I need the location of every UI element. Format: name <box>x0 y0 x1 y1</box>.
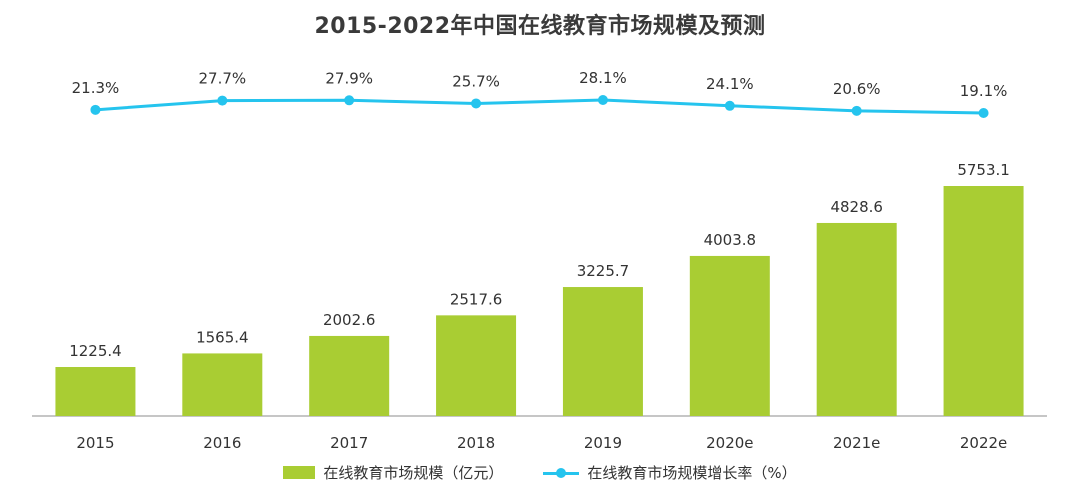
legend-item-bar: 在线教育市场规模（亿元） <box>283 462 503 483</box>
growth-rate-label-2021e: 20.6% <box>833 80 881 98</box>
growth-rate-line <box>95 98 984 115</box>
growth-rate-point-2016 <box>217 95 228 106</box>
bar-2017 <box>309 335 390 416</box>
growth-rate-label-2019: 28.1% <box>579 69 627 87</box>
growth-rate-point-2017 <box>344 95 355 106</box>
growth-rate-point-2019 <box>597 95 608 105</box>
bar-2019 <box>562 287 643 416</box>
bar-value-label-2020e: 4003.8 <box>704 231 757 249</box>
bar-2018 <box>436 315 517 416</box>
growth-rate-point-2021e <box>851 105 862 116</box>
growth-rate-point-2022e <box>978 108 989 118</box>
legend-line-label: 在线教育市场规模增长率（%） <box>587 464 797 482</box>
x-tick-label-2022e: 2022e <box>960 434 1007 452</box>
growth-rate-label-2017: 27.9% <box>325 69 373 87</box>
growth-rate-label-2016: 27.7% <box>198 70 246 88</box>
legend-bar-label: 在线教育市场规模（亿元） <box>323 464 504 482</box>
bar-value-label-2017: 2002.6 <box>323 311 376 329</box>
chart-title: 2015-2022年中国在线教育市场规模及预测 <box>314 14 766 39</box>
growth-rate-point-2018 <box>471 98 482 109</box>
growth-rate-label-2018: 25.7% <box>452 72 500 90</box>
bar-value-label-2018: 2517.6 <box>450 290 503 308</box>
x-tick-label-2017: 2017 <box>330 434 368 452</box>
bar-2020e <box>689 255 770 416</box>
bar-value-label-2015: 1225.4 <box>69 342 122 360</box>
chart-legend: 在线教育市场规模（亿元） 在线教育市场规模增长率（%） <box>0 462 1080 483</box>
bar-value-label-2019: 3225.7 <box>577 262 630 280</box>
bar-2015 <box>55 367 136 416</box>
legend-bar-swatch <box>283 466 316 479</box>
bar-2016 <box>182 353 263 416</box>
growth-rate-point-2015 <box>90 104 101 115</box>
growth-rate-label-2015: 21.3% <box>72 79 120 97</box>
x-tick-label-2021e: 2021e <box>833 434 880 452</box>
growth-rate-label-2022e: 19.1% <box>960 82 1008 100</box>
x-tick-label-2016: 2016 <box>203 434 241 452</box>
x-tick-label-2018: 2018 <box>457 434 495 452</box>
bar-value-label-2021e: 4828.6 <box>830 198 883 216</box>
x-tick-label-2015: 2015 <box>76 434 114 452</box>
bar-2022e <box>943 186 1024 416</box>
growth-rate-label-2020e: 24.1% <box>706 75 754 93</box>
x-tick-label-2019: 2019 <box>584 434 622 452</box>
bar-value-label-2016: 1565.4 <box>196 328 249 346</box>
legend-line-swatch <box>543 466 580 480</box>
bar-2021e <box>816 222 897 416</box>
growth-rate-point-2020e <box>724 100 735 111</box>
x-tick-label-2020e: 2020e <box>706 434 753 452</box>
legend-item-line: 在线教育市场规模增长率（%） <box>543 462 797 483</box>
bar-value-label-2022e: 5753.1 <box>957 161 1010 179</box>
